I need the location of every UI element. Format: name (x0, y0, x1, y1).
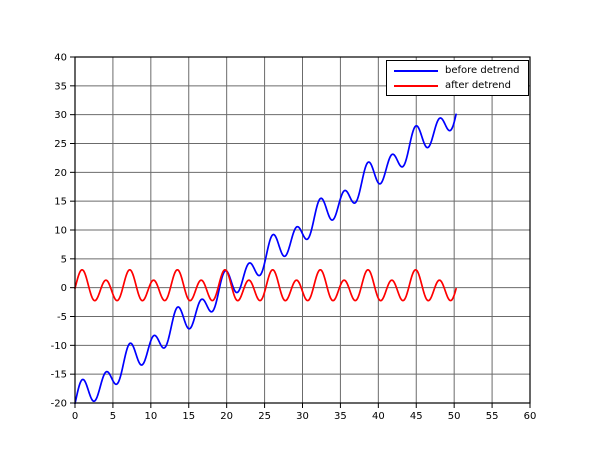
y-tick-label: 5 (61, 254, 67, 265)
x-tick-label: 45 (410, 411, 423, 422)
y-tick-label: 0 (61, 283, 67, 294)
y-tick-label: 30 (54, 110, 67, 121)
y-tick-label: -15 (51, 370, 67, 381)
series-before-detrend (74, 113, 457, 404)
x-tick-label: 50 (448, 411, 461, 422)
legend-label-after-detrend: after detrend (445, 79, 511, 91)
x-tick-label: 0 (72, 411, 78, 422)
legend-label-before-detrend: before detrend (445, 64, 520, 76)
series-after-detrend (74, 268, 457, 302)
x-tick-label: 60 (524, 411, 537, 422)
y-tick-label: 25 (54, 139, 67, 150)
x-tick-label: 5 (110, 411, 116, 422)
y-tick-label: 40 (54, 53, 67, 64)
y-tick-label: 10 (54, 226, 67, 237)
y-tick-label: 20 (54, 168, 67, 179)
x-tick-label: 20 (220, 411, 233, 422)
legend: before detrend after detrend (386, 60, 529, 96)
x-tick-label: 40 (372, 411, 385, 422)
y-tick-label: 35 (54, 81, 67, 92)
y-tick-label: -10 (51, 341, 67, 352)
x-tick-label: 25 (258, 411, 271, 422)
y-tick-label: -5 (57, 312, 67, 323)
legend-line-sample-red (394, 84, 438, 87)
x-tick-label: 30 (296, 411, 309, 422)
legend-entry-after-detrend: after detrend (387, 78, 528, 93)
y-tick-label: 15 (54, 197, 67, 208)
plot-frame (74, 56, 531, 404)
x-tick-label: 15 (182, 411, 195, 422)
legend-line-sample-blue (394, 69, 438, 72)
x-tick-label: 35 (334, 411, 347, 422)
x-tick-label: 10 (144, 411, 157, 422)
x-tick-label: 55 (486, 411, 499, 422)
legend-entry-before-detrend: before detrend (387, 63, 528, 78)
y-tick-label: -20 (51, 399, 67, 410)
